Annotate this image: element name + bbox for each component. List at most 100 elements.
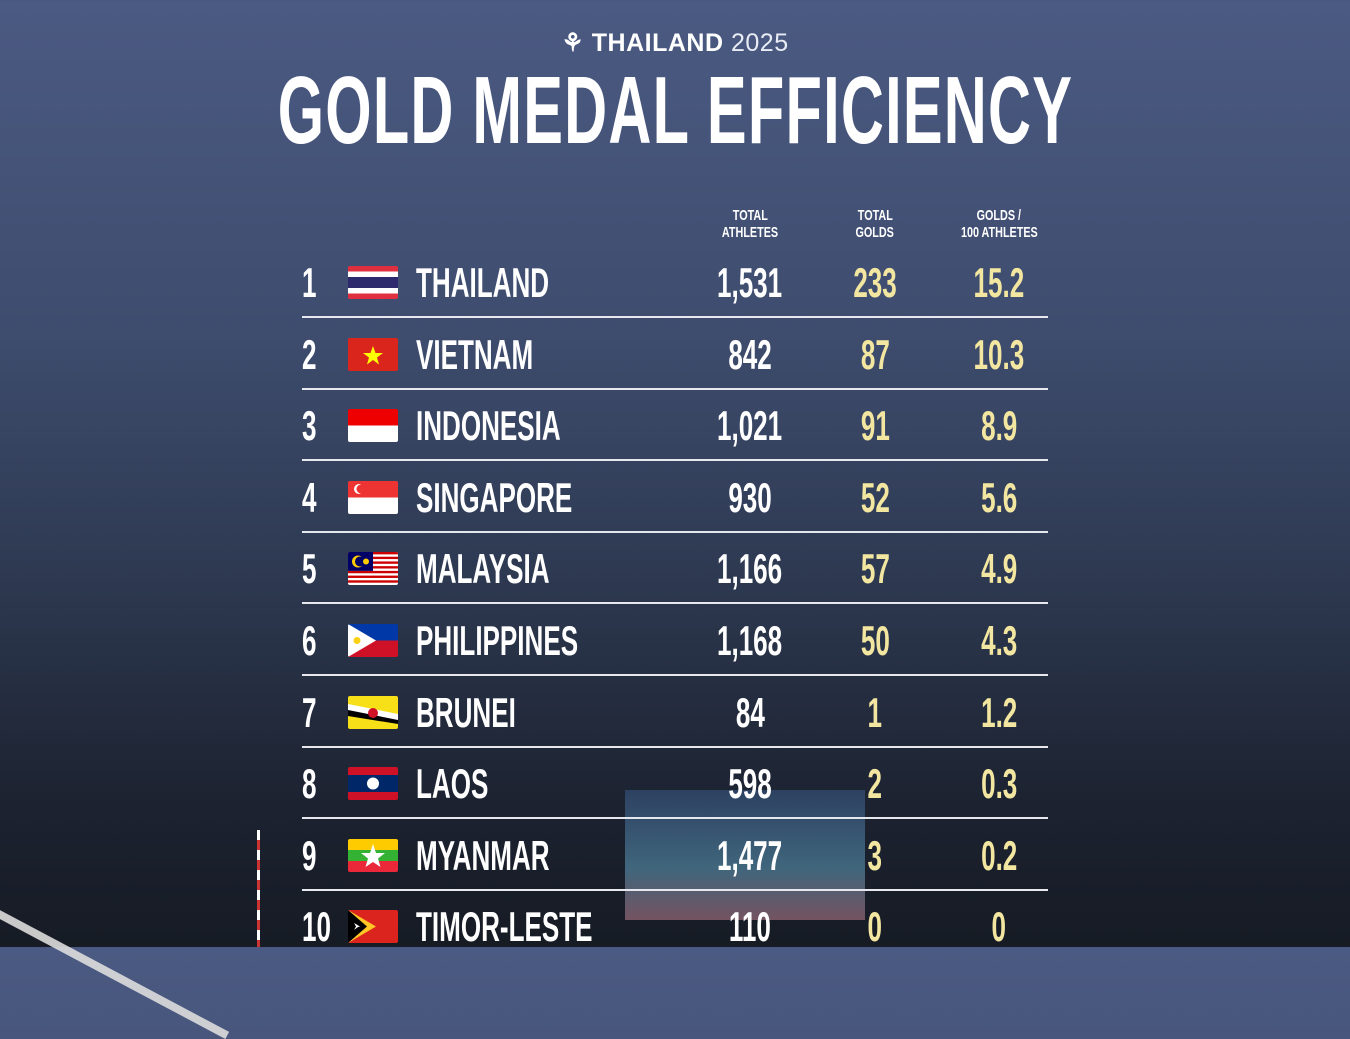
table-row: 1 THAILAND 1,531 233 15.2 [302,247,1048,318]
rank: 10 [302,891,349,962]
total-athletes: 1,021 [650,390,850,461]
total-golds-text: 52 [860,473,890,521]
rank: 6 [302,605,325,676]
total-athletes-text: 1,166 [717,545,783,593]
header-line: TOTAL [732,207,768,224]
total-golds: 0 [775,891,975,962]
country-name-text: LAOS [416,760,489,808]
golds-per-100-text: 0.3 [980,760,1018,808]
row-divider [302,674,1048,676]
country-name: TIMOR-LESTE [416,891,701,962]
rank-text: 1 [302,259,317,306]
background-net-pole [257,830,260,947]
vietnam-flag-icon [348,337,398,371]
total-athletes: 1,477 [650,820,850,891]
golds-per-100: 10.3 [899,319,1099,390]
country-name-text: TIMOR-LESTE [416,903,593,951]
total-athletes: 842 [650,319,850,390]
total-golds: 1 [775,677,975,748]
total-athletes-text: 1,168 [717,617,783,664]
brand-name: THAILAND [591,29,724,57]
total-golds-text: 50 [860,617,890,664]
myanmar-flag-icon [348,838,398,872]
country-name-text: VIETNAM [416,330,534,378]
country-name-text: MALAYSIA [416,545,550,593]
brunei-flag-icon [348,695,398,729]
total-golds: 3 [775,820,975,891]
header-total-athletes: TOTAL ATHLETES [670,207,830,241]
golds-per-100-text: 0.2 [980,831,1018,879]
table-row: 5 MALAYSIA 1,166 57 4.9 [302,533,1048,605]
table-row: 4 SINGAPORE 930 52 5.6 [302,462,1048,533]
total-golds: 87 [775,319,975,390]
country-name: BRUNEI [416,677,577,748]
country-name: MYANMAR [416,820,631,891]
header-line: GOLDS / [976,207,1022,224]
row-divider [302,888,1048,891]
golds-per-100: 0 [899,891,1099,962]
header-line: ATHLETES [721,224,779,241]
total-athletes: 1,531 [650,247,850,318]
header-line: 100 ATHLETES [960,224,1038,241]
background-net [0,900,230,1039]
malaysia-flag-icon [348,552,398,586]
country-name: LAOS [416,748,533,819]
table-row: 3 INDONESIA 1,021 91 8.9 [302,390,1048,462]
brand-logo: ⚘ THAILAND 2025 [0,28,1350,58]
total-athletes-text: 1,477 [717,831,783,879]
table-row: 7 BRUNEI 84 1 1.2 [302,677,1048,748]
rank-text: 6 [302,617,317,664]
header-golds-per-100: GOLDS /100 ATHLETES [919,207,1079,241]
row-divider [302,602,1048,605]
total-athletes: 84 [650,677,850,748]
total-golds: 52 [775,462,975,533]
golds-per-100: 8.9 [899,390,1099,461]
country-name: PHILIPPINES [416,605,677,676]
table-row: 6 PHILIPPINES 1,168 50 4.3 [302,605,1048,676]
row-divider [302,530,1048,533]
total-athletes: 598 [650,748,850,819]
rank: 2 [302,319,325,390]
golds-per-100: 4.3 [899,605,1099,676]
golds-per-100-text: 8.9 [980,402,1018,450]
golds-per-100-text: 10.3 [973,330,1025,378]
country-name: MALAYSIA [416,533,631,604]
total-athletes-text: 110 [728,903,771,951]
country-name-text: MYANMAR [416,831,550,879]
country-name: THAILAND [416,247,631,318]
total-golds-text: 87 [860,330,890,378]
country-name-text: BRUNEI [416,688,516,736]
total-golds: 57 [775,533,975,604]
laos-flag-icon [348,767,398,801]
rank: 5 [302,533,325,604]
country-name-text: THAILAND [416,259,550,306]
rank-text: 9 [302,831,317,879]
rank: 7 [302,677,325,748]
country-name-text: PHILIPPINES [416,617,579,664]
total-athletes: 930 [650,462,850,533]
row-divider [302,459,1048,462]
golds-per-100: 1.2 [899,677,1099,748]
country-name: VIETNAM [416,319,605,390]
golds-per-100: 0.2 [899,820,1099,891]
rank-text: 5 [302,545,317,593]
total-golds: 233 [775,247,975,318]
timor-leste-flag-icon [348,910,398,944]
page-title-text: GOLD MEDAL EFFICIENCY [277,57,1073,164]
table-row: 10 TIMOR-LESTE 110 0 0 [302,891,1048,962]
golds-per-100-text: 0 [991,903,1007,951]
total-golds: 50 [775,605,975,676]
total-athletes: 110 [650,891,850,962]
total-athletes-text: 598 [728,760,772,808]
emblem-icon: ⚘ [561,29,585,57]
table-row: 2 VIETNAM 842 87 10.3 [302,319,1048,390]
rank-text: 2 [302,330,317,378]
rank-text: 8 [302,760,317,808]
total-athletes: 1,166 [650,533,850,604]
total-golds: 2 [775,748,975,819]
background-scoreboard [625,790,865,920]
total-athletes-text: 842 [728,330,772,378]
country-name: INDONESIA [416,390,649,461]
golds-per-100: 5.6 [899,462,1099,533]
total-golds-text: 57 [860,545,890,593]
